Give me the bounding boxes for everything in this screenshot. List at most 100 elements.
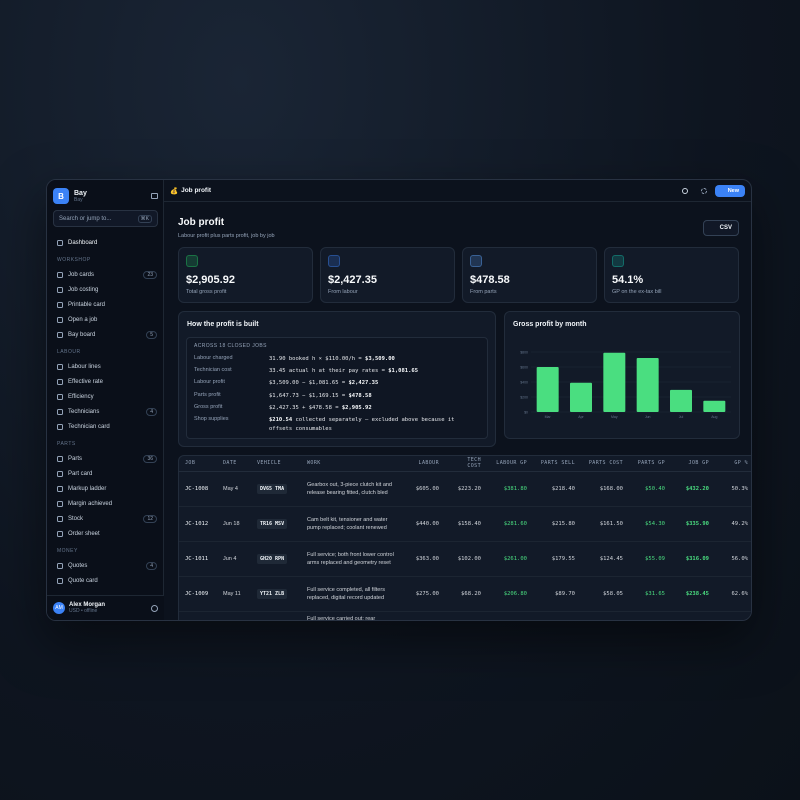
- brand: B Bay Bay: [53, 187, 158, 205]
- bar: [570, 382, 592, 412]
- cell-text: $54.30: [645, 520, 665, 527]
- nav-item[interactable]: Order sheet: [47, 526, 164, 541]
- table-cell: May 4: [217, 471, 251, 507]
- nav-item[interactable]: Markup ladder: [47, 481, 164, 496]
- nav-icon: [57, 515, 63, 522]
- nav-item[interactable]: Margin achieved: [47, 496, 164, 511]
- cell-text: $275.00: [415, 590, 439, 597]
- table-row[interactable]: JC-1012 Jun 18 TR16 MSV Cam belt kit, tensi…: [179, 506, 751, 542]
- theme-icon[interactable]: [151, 604, 158, 612]
- new-button[interactable]: New: [714, 184, 745, 197]
- breakdown-value: $210.54 collected separately — excluded …: [269, 416, 480, 434]
- breakdown-row: Labour profit $3,509.00 − $1,081.65 = $2,…: [194, 379, 480, 391]
- nav-item[interactable]: Parts 36: [47, 451, 164, 466]
- cell-text: $102.00: [457, 555, 481, 562]
- breakdown-value: $1,647.73 − $1,169.15 = $478.58: [269, 392, 372, 404]
- nav-item[interactable]: Dashboard: [47, 235, 164, 250]
- nav-label: Effective rate: [68, 378, 103, 385]
- table-row[interactable]: Full service carried out; rear: [179, 611, 751, 620]
- nav-icon: [57, 562, 63, 569]
- cell-text: JC-1011: [185, 555, 209, 562]
- nav-icon: [57, 500, 63, 507]
- cell-text: $31.65: [645, 590, 665, 597]
- chart: $0 $200 $400 $600 $800 Mar Apr May Jun Jul Aug: [520, 351, 731, 419]
- nav-item[interactable]: Open a job: [47, 312, 164, 327]
- cell-text: 50.3%: [731, 485, 748, 492]
- breakdown-label: Labour profit: [194, 379, 225, 386]
- plate: TR16 MSV: [257, 518, 288, 529]
- collapse-icon[interactable]: [151, 193, 158, 199]
- nav-item[interactable]: Printable card: [47, 297, 164, 312]
- user-status: USD • offline: [69, 608, 98, 614]
- search[interactable]: Search or jump to... ⌘K: [53, 210, 158, 227]
- topbar: 💰 Job profit New: [164, 180, 751, 202]
- column-header: JOB GP: [671, 456, 715, 472]
- nav-icon: [57, 331, 63, 338]
- nav-label: Dashboard: [68, 239, 98, 246]
- table-header: JOB DATE VEHICLE WORK LABOUR TECH COST LABOUR …: [179, 456, 751, 472]
- nav-item[interactable]: Effective rate: [47, 374, 164, 389]
- kpi-card: $478.58 From parts: [462, 247, 597, 303]
- breakdown-result: $1,081.65: [388, 368, 419, 375]
- y-tick-label: $600: [520, 366, 528, 370]
- nav-label: Bay board: [68, 331, 96, 338]
- breakdown-expr: $1,647.73 − $1,169.15 =: [269, 392, 346, 399]
- table-row[interactable]: JC-1009 May 11 YT21 ZLB Full service comple…: [179, 576, 751, 612]
- column-header: JOB: [179, 456, 217, 472]
- nav-icon: [57, 378, 63, 385]
- cell-text: $179.55: [551, 555, 575, 562]
- table-cell: Full service completed, all filters repl…: [301, 576, 405, 612]
- plate: GH20 RPN: [257, 553, 288, 564]
- breakdown-value: $3,509.00 − $1,081.65 = $2,427.35: [269, 379, 378, 391]
- cell-text: $363.00: [415, 555, 439, 562]
- csv-button[interactable]: CSV: [702, 220, 739, 236]
- y-tick-label: $0: [524, 411, 528, 415]
- nav-icon: [57, 363, 63, 370]
- nav-item[interactable]: Quotes 4: [47, 558, 164, 573]
- nav-item[interactable]: Technicians 4: [47, 404, 164, 419]
- kpi-icon: [470, 255, 482, 267]
- table-cell: Full service; both front lower control a…: [301, 541, 405, 577]
- table-row[interactable]: JC-1008 May 4 DV65 TMA Gearbox out, 3-piece…: [179, 471, 751, 507]
- nav-item[interactable]: Quote card: [47, 573, 164, 588]
- cell-text: Cam belt kit, tensioner and water pump r…: [307, 516, 388, 531]
- cell-text: Gearbox out, 3-piece clutch kit and rele…: [307, 481, 392, 496]
- table-cell: $316.09: [671, 541, 715, 577]
- breakdown-label: Parts profit: [194, 391, 221, 398]
- nav-item[interactable]: Stock 12: [47, 511, 164, 526]
- x-tick-label: Aug: [711, 415, 717, 419]
- kpi-icon: [186, 255, 198, 267]
- table-cell: Jun 4: [217, 541, 251, 577]
- bar: [536, 367, 559, 412]
- breakdown-result: $478.58: [348, 392, 372, 399]
- column-header: PARTS SELL: [533, 456, 581, 472]
- nav-label: Job costing: [68, 286, 99, 293]
- x-tick-label: Mar: [545, 415, 552, 419]
- nav-item[interactable]: Job cards 23: [47, 267, 164, 282]
- nav-item[interactable]: Technician card: [47, 419, 164, 434]
- nav-item[interactable]: Labour lines: [47, 359, 164, 374]
- theme-toggle[interactable]: [700, 187, 707, 194]
- table-cell: JC-1008: [179, 471, 217, 507]
- nav-item[interactable]: Job costing: [47, 282, 164, 297]
- nav-label: Quotes: [68, 562, 88, 569]
- nav-label: Efficiency: [68, 393, 94, 400]
- cell-text: $432.20: [685, 485, 709, 492]
- column-header: LABOUR GP: [487, 456, 533, 472]
- nav-item[interactable]: Part card: [47, 466, 164, 481]
- table-row[interactable]: JC-1011 Jun 4 GH20 RPN Full service; both f…: [179, 541, 751, 577]
- cell-text: 49.2%: [731, 520, 748, 527]
- nav-item[interactable]: Bay board 5: [47, 327, 164, 342]
- search-placeholder: Search or jump to...: [59, 215, 112, 222]
- page-subtitle: Labour profit plus parts profit, job by …: [178, 233, 275, 239]
- table-cell: $440.00: [405, 506, 445, 542]
- nav-label: Margin achieved: [68, 500, 113, 507]
- nav-icon: [57, 423, 63, 430]
- nav-item[interactable]: Efficiency: [47, 389, 164, 404]
- nav-icon: [57, 530, 63, 537]
- breakdown-note: collected separately — excluded above be…: [269, 416, 455, 432]
- cell-text: Jun 4: [223, 555, 237, 562]
- nav-label: Labour lines: [68, 363, 101, 370]
- search-icon[interactable]: [681, 187, 688, 194]
- nav-icon: [57, 301, 63, 308]
